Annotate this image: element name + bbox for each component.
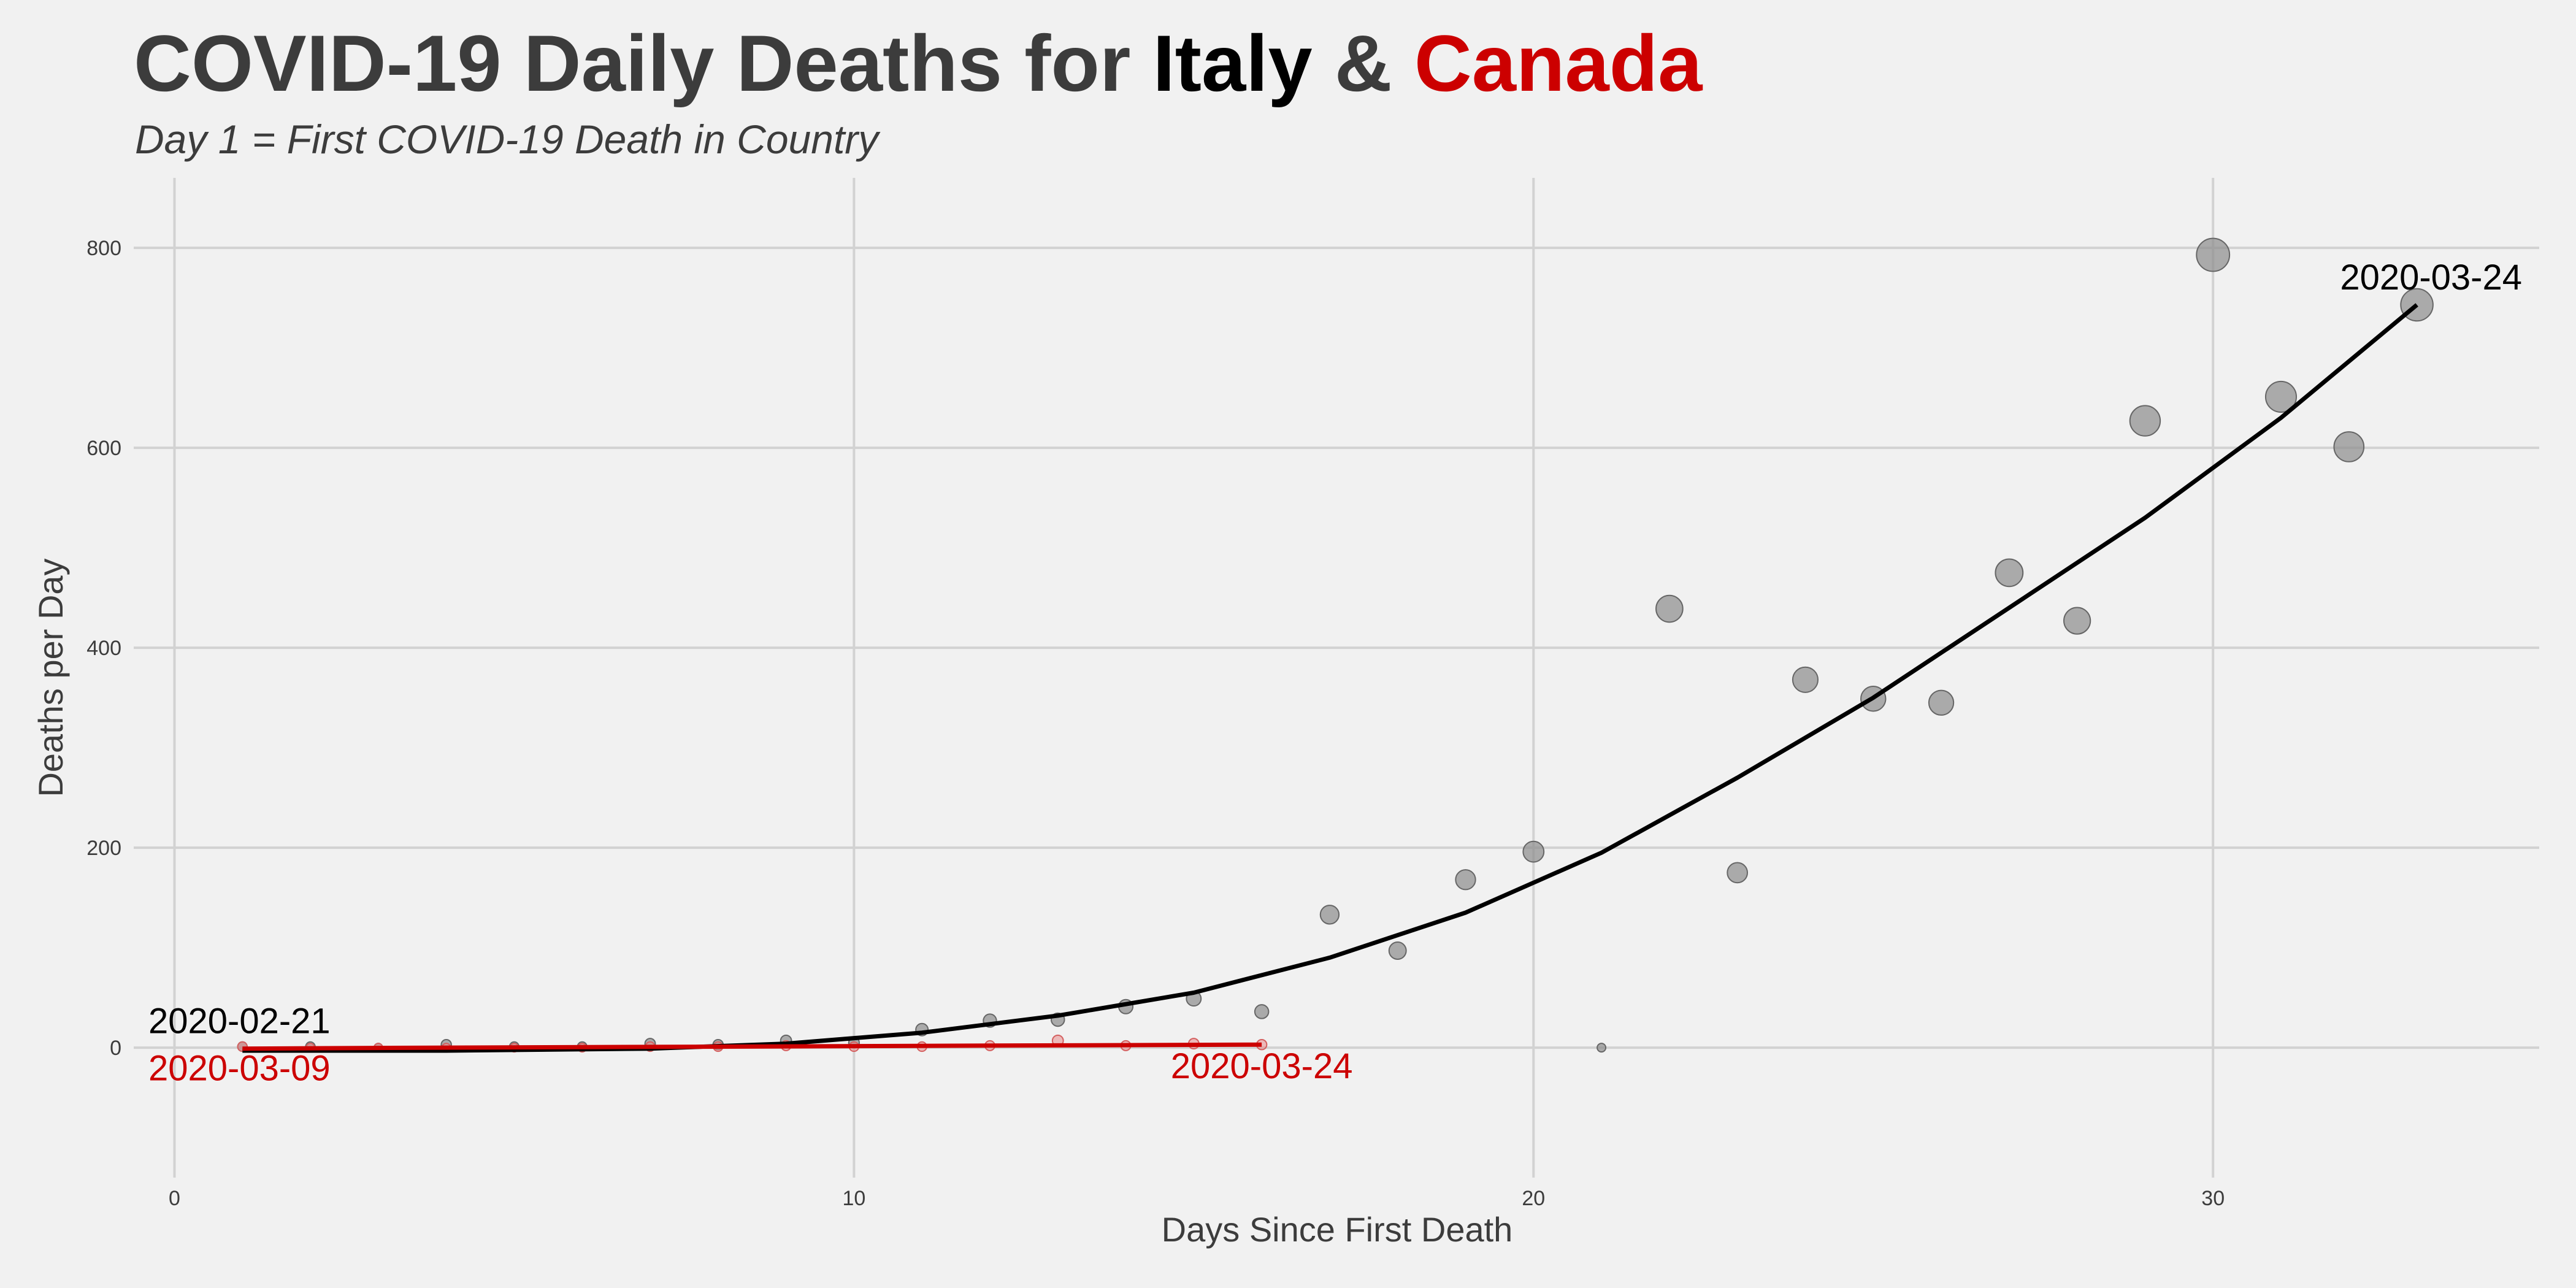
chart-subtitle: Day 1 = First COVID-19 Death in Country xyxy=(135,117,881,162)
italy-point xyxy=(1928,689,1955,716)
chart-title: COVID-19 Daily Deaths for Italy & Canada xyxy=(134,18,1703,108)
italy-point xyxy=(1792,666,1819,693)
italy-start-label: 2020-02-21 xyxy=(148,1001,331,1041)
italy-point xyxy=(1727,862,1749,884)
points-layer xyxy=(237,237,2434,1053)
italy-point xyxy=(2333,431,2365,462)
italy-point xyxy=(1455,869,1476,891)
title-italy: Italy xyxy=(1153,18,1313,108)
x-tick-label: 10 xyxy=(842,1187,865,1210)
italy-point xyxy=(1319,905,1340,925)
italy-point xyxy=(1995,558,2024,588)
grid-layer xyxy=(134,178,2539,1178)
canada-end-label: 2020-03-24 xyxy=(1171,1046,1353,1086)
y-axis-title: Deaths per Day xyxy=(31,558,70,797)
x-tick-label: 20 xyxy=(1522,1187,1545,1210)
italy-point xyxy=(1522,840,1545,863)
title-joiner: & xyxy=(1313,18,1414,108)
x-tick-label: 0 xyxy=(169,1187,180,1210)
x-axis-title: Days Since First Death xyxy=(1162,1210,1513,1249)
title-canada: Canada xyxy=(1414,18,1703,108)
x-tick-label: 30 xyxy=(2201,1187,2225,1210)
y-tick-label: 400 xyxy=(86,637,121,660)
canada-start-label: 2020-03-09 xyxy=(148,1048,331,1088)
italy-point xyxy=(1597,1043,1607,1053)
title-prefix: COVID-19 Daily Deaths for xyxy=(134,18,1153,108)
y-tick-label: 600 xyxy=(86,437,121,460)
italy-trend-line xyxy=(242,303,2418,1053)
italy-point xyxy=(2063,607,2091,635)
italy-point xyxy=(2196,237,2231,272)
italy-point xyxy=(2129,405,2161,437)
italy-point xyxy=(1655,594,1684,623)
y-tick-label: 200 xyxy=(86,837,121,860)
italy-point xyxy=(2264,380,2298,413)
italy-end-label: 2020-03-24 xyxy=(2340,258,2522,297)
italy-point xyxy=(1388,941,1407,960)
y-tick-label: 800 xyxy=(86,237,121,260)
italy-point xyxy=(1254,1004,1270,1019)
canada-trend-line xyxy=(242,1042,1262,1051)
tick-layer: 0 10 20 30 0 200 400 600 800 xyxy=(86,237,2225,1210)
label-layer: 2020-02-21 2020-03-24 2020-03-09 2020-03-24 xyxy=(148,258,2522,1088)
trend-layer xyxy=(242,303,2418,1053)
y-tick-label: 0 xyxy=(110,1037,121,1060)
